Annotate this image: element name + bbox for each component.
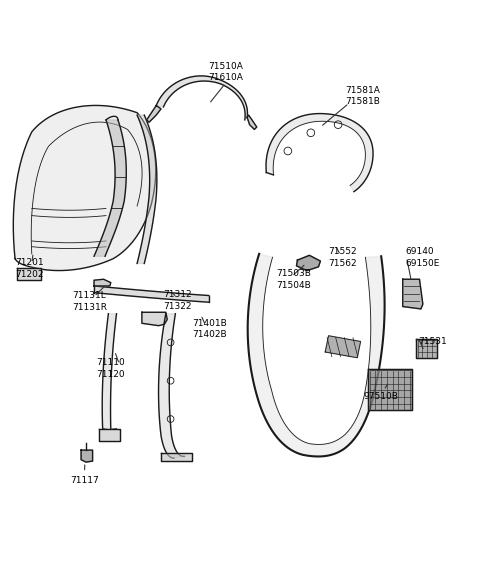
Text: 71117: 71117: [70, 476, 99, 484]
Polygon shape: [17, 268, 41, 280]
Polygon shape: [99, 429, 120, 441]
Polygon shape: [102, 314, 117, 429]
Polygon shape: [81, 450, 93, 462]
Polygon shape: [94, 286, 209, 302]
Polygon shape: [147, 105, 161, 123]
Polygon shape: [248, 254, 384, 457]
Polygon shape: [161, 453, 192, 461]
Text: 71510A
71610A: 71510A 71610A: [208, 62, 243, 83]
Polygon shape: [94, 279, 111, 286]
Text: 71552
71562: 71552 71562: [328, 247, 357, 268]
Text: 71110
71120: 71110 71120: [96, 359, 125, 379]
Polygon shape: [142, 312, 167, 325]
Text: 71503B
71504B: 71503B 71504B: [276, 269, 311, 290]
Text: 71312
71322: 71312 71322: [163, 290, 192, 311]
Polygon shape: [158, 314, 184, 458]
Polygon shape: [368, 369, 412, 410]
Text: 97510B: 97510B: [364, 392, 398, 401]
Polygon shape: [156, 76, 248, 120]
Text: 71581A
71581B: 71581A 71581B: [345, 86, 380, 107]
Polygon shape: [416, 339, 437, 358]
Polygon shape: [325, 336, 360, 358]
Text: 71131L
71131R: 71131L 71131R: [72, 291, 108, 312]
Polygon shape: [266, 113, 373, 192]
Polygon shape: [403, 279, 423, 309]
Text: 69140
69150E: 69140 69150E: [405, 247, 440, 268]
Text: 71531: 71531: [418, 337, 447, 346]
Polygon shape: [13, 105, 156, 271]
Polygon shape: [297, 255, 321, 271]
Polygon shape: [137, 115, 157, 263]
Polygon shape: [247, 115, 257, 129]
Polygon shape: [94, 120, 126, 256]
Text: 71201
71202: 71201 71202: [15, 258, 44, 279]
Text: 71401B
71402B: 71401B 71402B: [192, 319, 227, 339]
